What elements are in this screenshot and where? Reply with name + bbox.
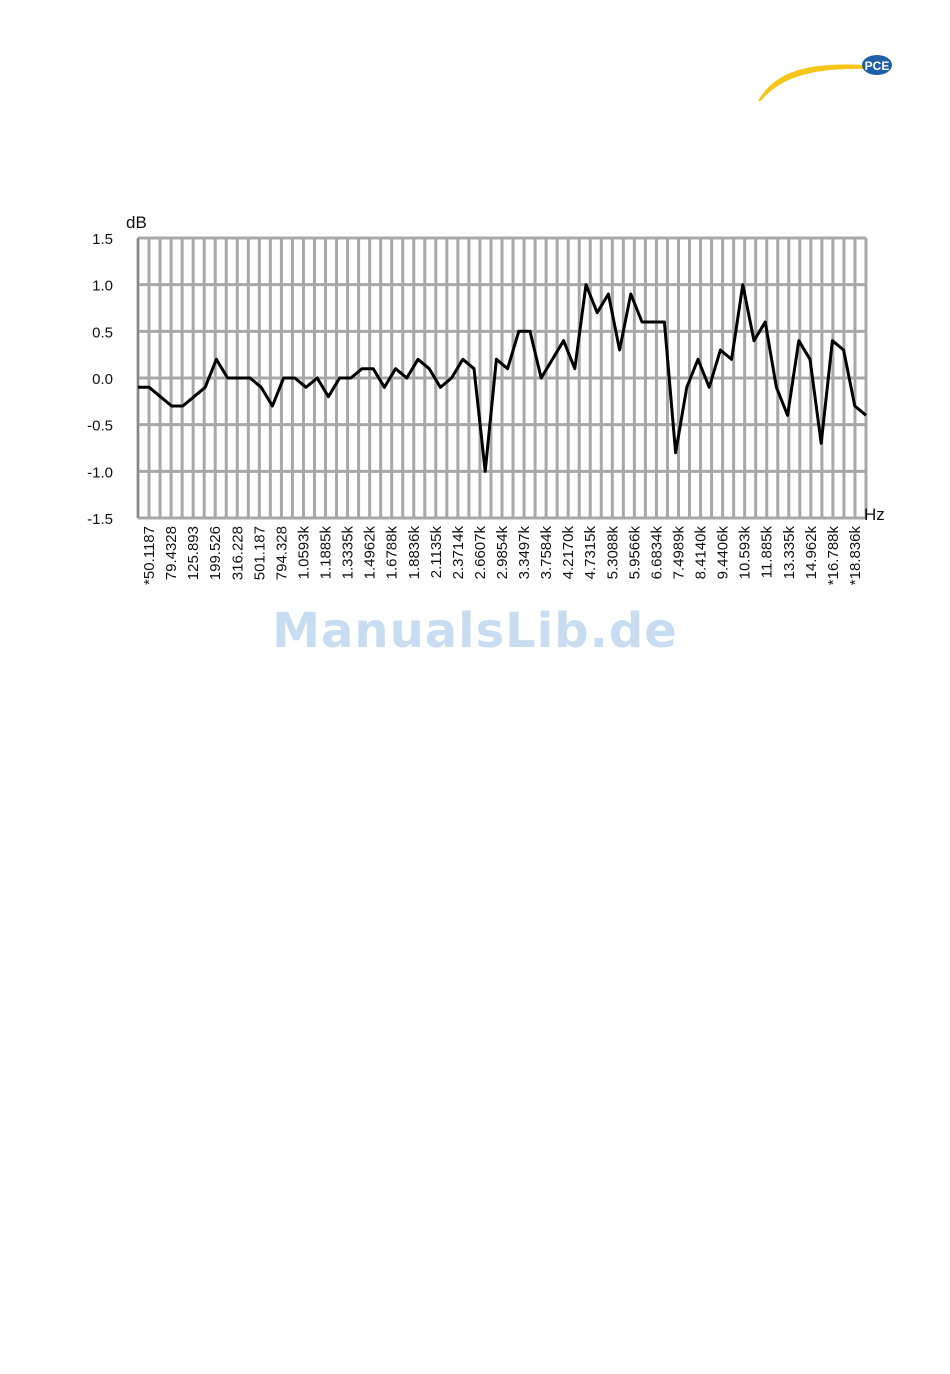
y-tick-label: 1.5	[92, 231, 113, 248]
x-tick-label: 79.4328	[163, 526, 180, 580]
x-tick-label: 1.8836k	[406, 526, 423, 580]
x-tick-label: 5.9566k	[626, 526, 643, 580]
x-tick-labels: *50.1187 79.4328 125.893 199.526 316.228 501.…	[141, 526, 864, 586]
x-tick-label: 2.9854k	[494, 526, 511, 580]
x-tick-label: 4.7315k	[582, 526, 599, 580]
x-tick-label: 9.4406k	[715, 526, 732, 580]
x-tick-label: 1.4962k	[362, 526, 379, 580]
series-line	[138, 283, 867, 473]
x-tick-label: 5.3088k	[604, 526, 621, 580]
x-tick-label: 13.335k	[781, 526, 798, 580]
x-tick-label: 8.4140k	[693, 526, 710, 580]
x-tick-label: *16.788k	[825, 526, 842, 586]
y-tick-label: 0.0	[92, 371, 113, 388]
x-tick-label: 794.328	[273, 526, 290, 580]
x-tick-label: 7.4989k	[670, 526, 687, 580]
y-tick-label: -1.0	[87, 464, 113, 481]
x-tick-label: 2.6607k	[472, 526, 489, 580]
x-tick-label: 1.0593k	[295, 526, 312, 580]
x-tick-label: 3.7584k	[538, 526, 555, 580]
x-tick-label: 3.3497k	[516, 526, 533, 580]
x-tick-label: 11.885k	[759, 526, 776, 579]
x-tick-label: 1.1885k	[318, 526, 335, 580]
x-tick-label: 199.526	[207, 526, 224, 580]
y-tick-label: 1.0	[92, 278, 113, 295]
y-axis-unit: dB	[126, 213, 147, 232]
logo-text: PCE	[865, 59, 890, 73]
x-tick-label: 1.6788k	[384, 526, 401, 580]
frequency-response-chart: 1.5 1.0 0.5 0.0 -0.5 -1.0 -1.5 *50.1187 79.4328…	[87, 213, 885, 586]
y-tick-label: 0.5	[92, 324, 113, 341]
x-tick-label: 4.2170k	[560, 526, 577, 580]
x-tick-label: 10.593k	[737, 526, 754, 580]
x-tick-label: 1.3335k	[340, 526, 357, 580]
x-tick-label: 14.962k	[803, 526, 820, 580]
watermark: ManualsLib.de	[272, 603, 678, 659]
logo-swoosh	[758, 64, 865, 101]
y-tick-label: -0.5	[87, 418, 113, 435]
x-tick-label: 125.893	[185, 526, 202, 580]
y-tick-label: -1.5	[87, 511, 113, 528]
pce-logo: PCE	[758, 55, 892, 101]
x-tick-label: 6.6834k	[648, 526, 665, 580]
x-tick-label: *18.836k	[847, 526, 864, 586]
logo-badge	[862, 55, 892, 75]
x-tick-label: *50.1187	[141, 526, 158, 585]
y-tick-labels: 1.5 1.0 0.5 0.0 -0.5 -1.0 -1.5	[87, 231, 113, 528]
x-axis-unit: Hz	[864, 505, 885, 524]
x-tick-label: 2.3714k	[450, 526, 467, 580]
x-tick-label: 501.187	[251, 526, 268, 580]
x-tick-label: 316.228	[229, 526, 246, 580]
x-tick-label: 2.1135k	[428, 526, 445, 579]
